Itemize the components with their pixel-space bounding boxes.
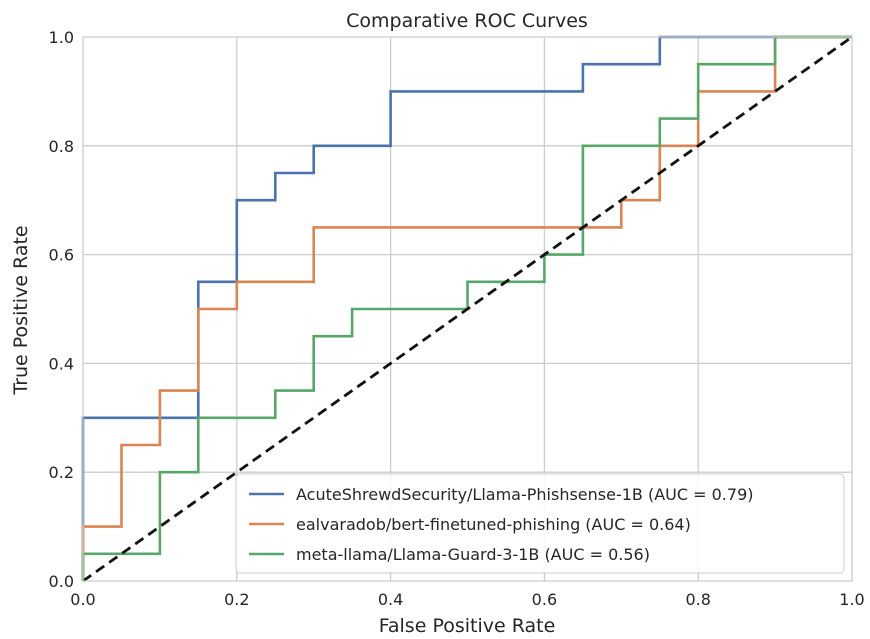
y-tick-label: 0.6 (49, 246, 74, 265)
chart-title: Comparative ROC Curves (346, 10, 588, 32)
chance-diagonal-line (82, 35, 853, 583)
legend-label-1: AcuteShrewdSecurity/Llama-Phishsense-1B … (296, 485, 754, 504)
y-tick-label: 0.4 (49, 354, 74, 373)
y-tick-label: 1.0 (49, 28, 74, 47)
x-tick-label: 0.0 (70, 590, 95, 609)
y-tick-label: 0.0 (49, 572, 74, 591)
roc-curves (81, 35, 853, 583)
x-tick-labels: 0.0 0.2 0.4 0.6 0.8 1.0 (70, 590, 864, 609)
y-tick-labels: 0.0 0.2 0.4 0.6 0.8 1.0 (49, 28, 74, 591)
y-tick-label: 0.8 (49, 137, 74, 156)
x-tick-label: 0.6 (532, 590, 557, 609)
y-axis-label: True Positive Rate (10, 225, 32, 395)
y-tick-label: 0.2 (49, 463, 74, 482)
x-axis-label: False Positive Rate (379, 615, 556, 637)
legend: AcuteShrewdSecurity/Llama-Phishsense-1B … (235, 473, 845, 574)
x-tick-label: 1.0 (839, 590, 864, 609)
x-tick-label: 0.2 (224, 590, 249, 609)
legend-box (235, 473, 845, 574)
legend-label-2: ealvaradob/bert-finetuned-phishing (AUC … (296, 515, 691, 534)
x-tick-label: 0.8 (685, 590, 710, 609)
plot-frame (82, 36, 853, 582)
legend-label-3: meta-llama/Llama-Guard-3-1B (AUC = 0.56) (296, 545, 650, 564)
x-tick-label: 0.4 (378, 590, 403, 609)
